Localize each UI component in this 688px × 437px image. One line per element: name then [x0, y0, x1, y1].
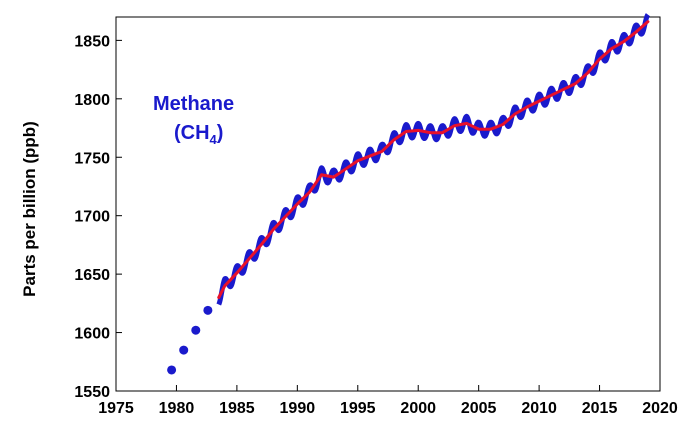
x-tick-label: 2010	[521, 400, 557, 417]
formula-prefix: (CH	[174, 122, 210, 144]
chart-annotation-methane: Methane	[153, 93, 234, 115]
y-axis-label: Parts per billion (ppb)	[20, 121, 39, 297]
early-data-point	[191, 325, 201, 335]
x-tick-label: 1995	[340, 400, 376, 417]
y-tick-label: 1850	[74, 33, 110, 50]
y-tick-label: 1550	[74, 384, 110, 401]
x-tick-label: 1980	[159, 400, 195, 417]
y-tick-label: 1800	[74, 92, 110, 109]
x-tick-label: 2020	[642, 400, 678, 417]
chart-annotation-formula: (CH4)	[174, 122, 223, 147]
x-tick-label: 2000	[400, 400, 436, 417]
series-monthly-mean-line	[216, 12, 650, 306]
x-axis-ticks: 1975 1980 1985 1990 1995 2000 2005 2010 2015 2020	[98, 385, 678, 417]
y-tick-label: 1650	[74, 267, 110, 284]
x-tick-label: 2015	[582, 400, 618, 417]
x-tick-label: 2005	[461, 400, 497, 417]
x-tick-label: 1990	[280, 400, 316, 417]
early-data-point	[179, 345, 189, 355]
y-axis-ticks: 1550 1600 1650 1700 1750 1800 1850	[74, 33, 122, 401]
y-tick-label: 1750	[74, 150, 110, 167]
formula-suffix: )	[217, 122, 224, 144]
y-tick-label: 1600	[74, 326, 110, 343]
formula-subscript: 4	[210, 132, 218, 147]
y-tick-label: 1700	[74, 209, 110, 226]
early-data-point	[203, 305, 213, 315]
series-early-points	[167, 305, 213, 375]
early-data-point	[167, 365, 177, 375]
plot-frame	[115, 16, 661, 392]
x-tick-label: 1985	[219, 400, 255, 417]
x-tick-label: 1975	[98, 400, 134, 417]
series-trend-line	[217, 20, 650, 299]
